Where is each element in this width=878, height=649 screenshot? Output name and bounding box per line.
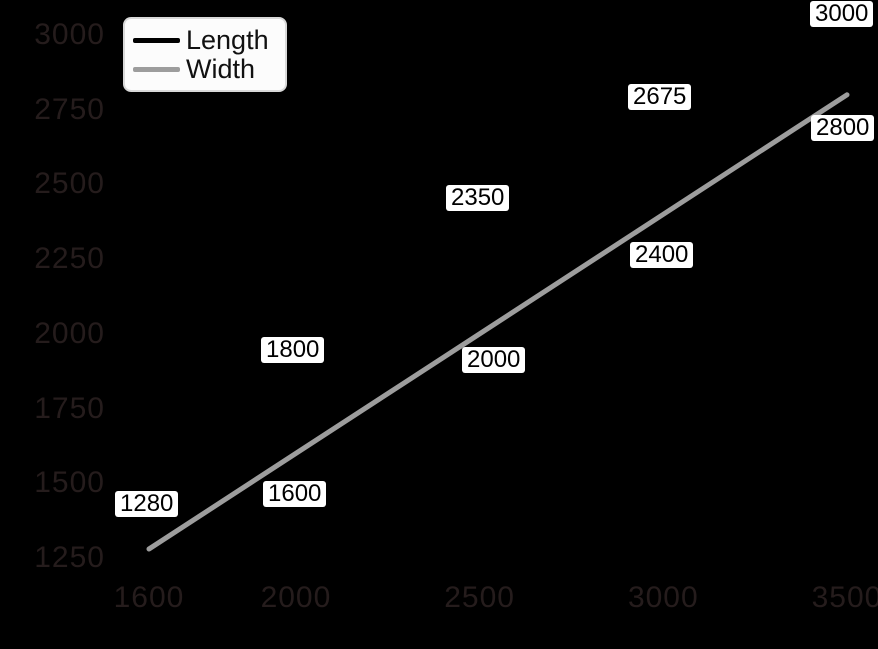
- width-line: [146, 92, 850, 552]
- y-tick-label: 2750: [34, 92, 105, 126]
- x-tick-label: 1600: [113, 581, 185, 614]
- data-label-width-2000: 1600: [263, 481, 327, 507]
- y-tick-label: 2500: [34, 167, 105, 201]
- legend-label-width: Width: [186, 53, 256, 84]
- data-label-width-2500: 2000: [462, 347, 526, 373]
- data-label-length-2000: 1800: [261, 337, 325, 363]
- data-label-length-3500: 3000: [810, 1, 874, 27]
- x-tick-label: 3000: [627, 581, 699, 614]
- x-tick-label: 3500: [811, 581, 878, 614]
- y-tick-label: 1250: [34, 541, 105, 574]
- y-tick-label: 1500: [34, 466, 105, 500]
- length-line-swatch: [133, 37, 180, 43]
- x-tick-label: 2500: [444, 581, 515, 614]
- data-label-width-3000: 2400: [630, 242, 694, 268]
- legend-entry-length: Length: [133, 26, 279, 55]
- legend-entry-width: Width: [133, 55, 279, 84]
- x-tick-label: 2000: [260, 581, 332, 614]
- y-tick-label: 2000: [34, 316, 105, 350]
- y-tick-label: 2250: [34, 242, 105, 276]
- data-label-length-2500: 2350: [446, 185, 510, 211]
- length-line: [293, 32, 850, 397]
- data-label-width-3500: 2800: [811, 115, 875, 141]
- y-tick-label: 1750: [34, 391, 105, 425]
- data-label-length-3000: 2675: [628, 84, 692, 110]
- width-line-swatch: [133, 66, 180, 72]
- data-label-width-1600: 1280: [115, 491, 179, 517]
- y-tick-label: 3000: [34, 18, 105, 51]
- legend-label-length: Length: [186, 24, 269, 55]
- legend: Length Width: [123, 17, 287, 92]
